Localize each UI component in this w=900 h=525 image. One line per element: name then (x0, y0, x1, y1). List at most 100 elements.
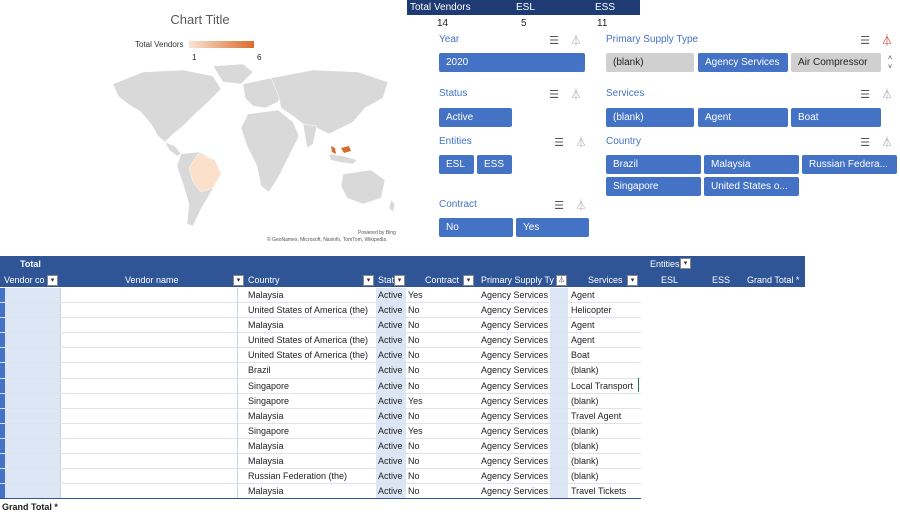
table-cell: Agency Services (481, 486, 549, 497)
status-item-active[interactable]: Active (439, 108, 512, 127)
table-row[interactable]: Malaysia Active No Agency Services Agent (0, 318, 641, 334)
clear-filter-icon[interactable]: ⏃ (570, 35, 582, 47)
table-cell: No (408, 440, 420, 451)
table-cell: (blank) (571, 365, 599, 376)
contract-item-no[interactable]: No (439, 218, 513, 237)
primary-supply-type-slicer-title: Primary Supply Type (606, 34, 699, 45)
multi-select-icon[interactable]: ☰ (549, 89, 559, 101)
greenland-shape (212, 64, 254, 85)
table-row[interactable]: Malaysia Active No Agency Services (blank) (0, 454, 641, 470)
table-cell: United States of America (the) (248, 335, 369, 346)
table-cell: No (408, 380, 420, 391)
table-cell: Active (378, 320, 403, 331)
multi-select-icon[interactable]: ☰ (549, 35, 559, 47)
cell-cursor (638, 378, 639, 392)
table-cell: Active (378, 335, 403, 346)
clear-filter-icon[interactable]: ⏃ (881, 35, 893, 47)
multi-select-icon[interactable]: ☰ (860, 137, 870, 149)
table-cell: Singapore (248, 380, 290, 391)
country-item-malaysia[interactable]: Malaysia (704, 155, 799, 174)
table-row[interactable]: Singapore Active Yes Agency Services (blank) (0, 424, 641, 439)
header-grand-total: Grand Total * (747, 275, 800, 285)
supply-item-blank[interactable]: (blank) (606, 53, 694, 72)
clear-filter-icon[interactable]: ⏃ (881, 137, 893, 149)
entities-filter-button[interactable]: ▾ (680, 258, 691, 269)
vendor-name-filter-button[interactable]: ▾ (233, 275, 244, 286)
pivot-bottom-border (0, 498, 641, 499)
table-row[interactable]: United States of America (the) Active No Ag… (0, 333, 641, 349)
table-row[interactable]: Malaysia Active No Agency Services Travel Ag… (0, 409, 641, 424)
table-cell: Agency Services (481, 335, 549, 346)
supply-type-filter-button[interactable]: ⏃ (556, 275, 567, 286)
table-cell: (blank) (571, 440, 599, 451)
contract-item-yes[interactable]: Yes (516, 218, 589, 237)
table-cell: Singapore (248, 395, 290, 406)
table-row[interactable]: United States of America (the) Active No Ag… (0, 348, 641, 364)
table-cell: United States of America (the) (248, 305, 369, 316)
clear-filter-icon[interactable]: ⏃ (570, 89, 582, 101)
multi-select-icon[interactable]: ☰ (554, 137, 564, 149)
map-chart[interactable]: Chart Title Total Vendors 1 6 (95, 0, 410, 250)
entities-slicer-title: Entities (439, 136, 472, 147)
services-item-boat[interactable]: Boat (791, 108, 881, 127)
country-item-singapore[interactable]: Singapore (606, 177, 701, 196)
table-cell: Agency Services (481, 425, 549, 436)
clear-filter-icon[interactable]: ⏃ (575, 137, 587, 149)
services-slicer: Services ☰ ⏃ (blank) Agent Boat (606, 88, 896, 130)
table-row[interactable]: Malaysia Active No Agency Services (blank) (0, 439, 641, 455)
table-row[interactable]: Singapore Active Yes Agency Services (blank) (0, 394, 641, 409)
table-row[interactable]: Brazil Active No Agency Services (blank) (0, 363, 641, 379)
table-row[interactable]: Malaysia Active Yes Agency Services Agent (0, 288, 641, 304)
status-slicer: Status ☰ ⏃ Active (439, 88, 589, 130)
header-services: Services (588, 275, 623, 285)
table-row[interactable]: United States of America (the) Active No Ag… (0, 303, 641, 319)
status-slicer-title: Status (439, 88, 468, 99)
table-cell: Active (378, 471, 403, 482)
clear-filter-icon[interactable]: ⏃ (881, 89, 893, 101)
year-item-2020[interactable]: 2020 (439, 53, 585, 72)
pivot-total-label: Total (20, 259, 41, 269)
table-cell: Agency Services (481, 305, 549, 316)
table-cell: Travel Tickets (571, 486, 627, 497)
country-item-brazil[interactable]: Brazil (606, 155, 701, 174)
supply-item-air-compressor[interactable]: Air Compressor (791, 53, 881, 72)
table-row[interactable]: Singapore Active No Agency Services Local Tr… (0, 379, 641, 394)
table-cell: No (408, 350, 420, 361)
chart-title: Chart Title (170, 12, 230, 27)
status-filter-button[interactable]: ▾ (394, 275, 405, 286)
entities-item-esl[interactable]: ESL (439, 155, 474, 174)
table-cell: No (408, 305, 420, 316)
table-cell: United States of America (the) (248, 350, 369, 361)
country-item-united-states[interactable]: United States o... (704, 177, 799, 196)
supply-item-agency-services[interactable]: Agency Services (698, 53, 788, 72)
slicer-scroll-arrows[interactable]: ˄ ˅ (887, 55, 893, 71)
primary-supply-type-slicer: Primary Supply Type ☰ ⏃ (blank) Agency S… (606, 34, 896, 76)
table-cell: Agency Services (481, 290, 549, 300)
central-america-shape (164, 141, 182, 157)
services-item-blank[interactable]: (blank) (606, 108, 694, 127)
vendor-code-filter-button[interactable]: ▾ (47, 275, 58, 286)
multi-select-icon[interactable]: ☰ (554, 200, 564, 212)
entities-item-ess[interactable]: ESS (477, 155, 512, 174)
table-row[interactable]: Russian Federation (the) Active No Agency S… (0, 469, 641, 485)
country-item-russian-federation[interactable]: Russian Federa... (802, 155, 897, 174)
table-cell: No (408, 456, 420, 467)
contract-filter-button[interactable]: ▾ (463, 275, 474, 286)
malaysia-shape (331, 146, 351, 154)
total-vendors-header: Total Vendors (410, 2, 471, 13)
table-cell: Malaysia (248, 320, 284, 331)
multi-select-icon[interactable]: ☰ (860, 35, 870, 47)
table-cell: Active (378, 290, 403, 300)
clear-filter-icon[interactable]: ⏃ (575, 200, 587, 212)
services-filter-button[interactable]: ▾ (627, 275, 638, 286)
entities-slicer: Entities ☰ ⏃ ESL ESS (439, 136, 589, 178)
services-item-agent[interactable]: Agent (698, 108, 788, 127)
table-cell: Yes (408, 290, 423, 300)
new-zealand-shape (388, 199, 396, 213)
table-cell: Agency Services (481, 471, 549, 482)
country-filter-button[interactable]: ▾ (363, 275, 374, 286)
header-primary-supply-type: Primary Supply Ty (481, 275, 554, 285)
table-cell: No (408, 486, 420, 497)
multi-select-icon[interactable]: ☰ (860, 89, 870, 101)
ess-header: ESS (595, 2, 616, 13)
